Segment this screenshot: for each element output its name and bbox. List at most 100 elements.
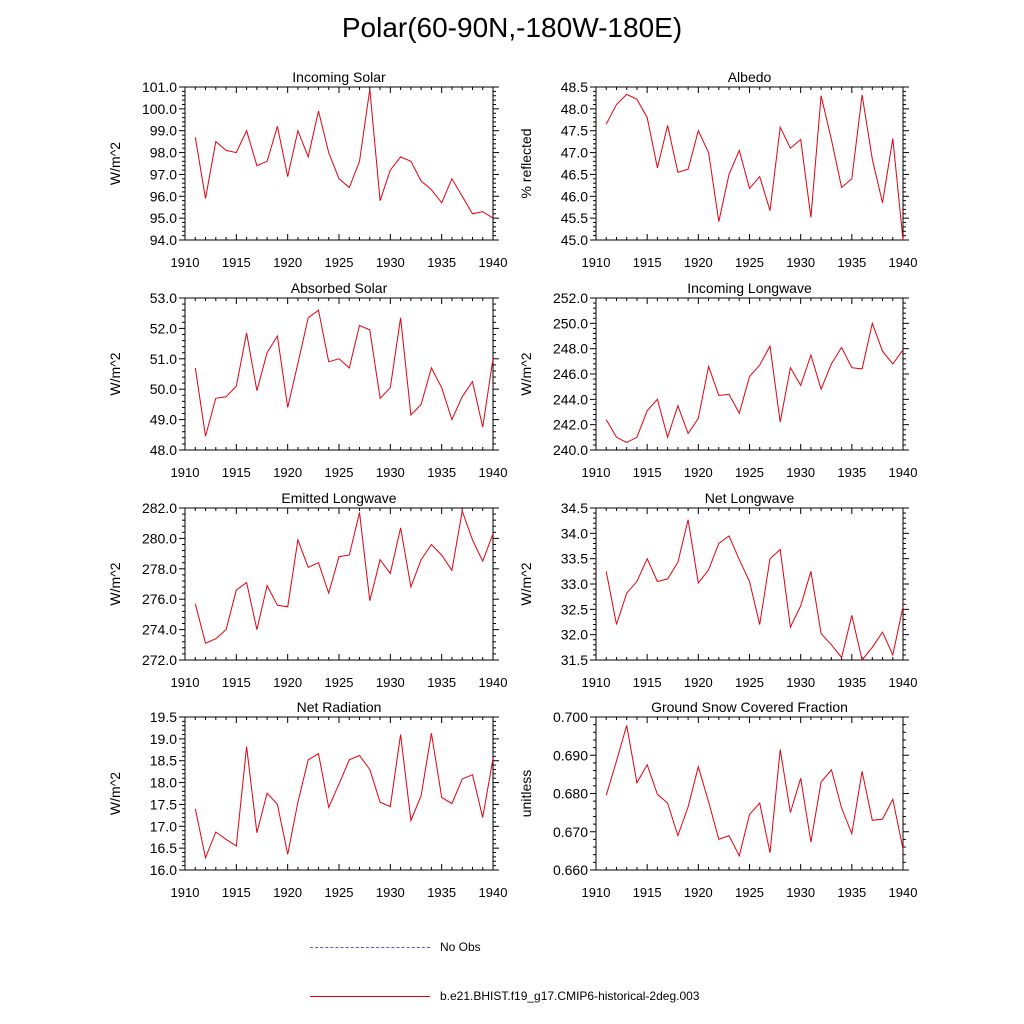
panel-title: Ground Snow Covered Fraction [651, 699, 848, 715]
x-tick-label: 1935 [427, 255, 456, 270]
legend-model: b.e21.BHIST.f19_g17.CMIP6-historical-2de… [310, 989, 699, 1003]
y-tick-label: 18.5 [150, 753, 177, 769]
x-tick-label: 1920 [273, 675, 302, 690]
y-tick-label: 31.5 [561, 652, 588, 668]
y-tick-label: 240.0 [553, 442, 588, 458]
y-axis-label: W/m^2 [107, 562, 123, 605]
panel-title: Emitted Longwave [281, 490, 396, 506]
y-tick-label: 45.0 [561, 232, 588, 248]
legend-model-label: b.e21.BHIST.f19_g17.CMIP6-historical-2de… [440, 989, 700, 1003]
plot-frame [184, 716, 494, 871]
y-tick-label: 278.0 [142, 561, 177, 577]
y-tick-label: 46.0 [561, 188, 588, 204]
legend-obs-swatch [310, 946, 430, 948]
x-tick-label: 1930 [376, 675, 405, 690]
x-tick-label: 1925 [735, 465, 764, 480]
x-tick-label: 1915 [633, 465, 662, 480]
y-tick-label: 99.0 [150, 123, 177, 139]
legend-model-swatch [310, 995, 430, 997]
y-tick-label: 0.680 [553, 786, 588, 802]
y-tick-label: 0.660 [553, 862, 588, 878]
y-tick-label: 33.0 [561, 576, 588, 592]
panel-title: Albedo [728, 69, 772, 85]
y-tick-label: 252.0 [553, 290, 588, 306]
panel-title: Net Longwave [705, 490, 795, 506]
x-tick-label: 1915 [222, 465, 251, 480]
x-tick-label: 1910 [171, 885, 200, 900]
y-tick-label: 45.5 [561, 210, 588, 226]
x-tick-label: 1915 [633, 255, 662, 270]
series-line [605, 321, 904, 443]
x-tick-label: 1910 [582, 675, 611, 690]
x-tick-label: 1925 [325, 885, 354, 900]
y-tick-label: 244.0 [553, 391, 588, 407]
x-tick-label: 1920 [684, 465, 713, 480]
x-tick-label: 1930 [376, 465, 405, 480]
x-tick-label: 1920 [684, 885, 713, 900]
y-tick-label: 95.0 [150, 210, 177, 226]
x-tick-label: 1920 [273, 885, 302, 900]
x-tick-label: 1940 [479, 255, 508, 270]
plot-frame [184, 86, 494, 241]
x-tick-label: 1930 [786, 885, 815, 900]
x-tick-label: 1935 [837, 255, 866, 270]
y-tick-label: 17.0 [150, 818, 177, 834]
plot-frame [595, 86, 904, 241]
x-tick-label: 1940 [889, 885, 918, 900]
y-tick-label: 16.5 [150, 840, 177, 856]
y-tick-label: 98.0 [150, 145, 177, 161]
x-tick-label: 1940 [889, 255, 918, 270]
y-tick-label: 34.5 [561, 500, 588, 516]
plot-frame [184, 297, 494, 451]
x-tick-label: 1930 [786, 465, 815, 480]
x-tick-label: 1915 [633, 675, 662, 690]
series-line [605, 93, 904, 241]
y-tick-label: 53.0 [150, 290, 177, 306]
plot-frame [595, 297, 904, 451]
x-tick-label: 1930 [376, 255, 405, 270]
y-tick-label: 33.5 [561, 551, 588, 567]
x-tick-label: 1910 [582, 885, 611, 900]
panel-title: Incoming Solar [292, 69, 386, 85]
x-tick-label: 1925 [325, 675, 354, 690]
x-tick-label: 1925 [735, 675, 764, 690]
y-tick-label: 97.0 [150, 166, 177, 182]
y-tick-label: 32.5 [561, 601, 588, 617]
y-tick-label: 274.0 [142, 622, 177, 638]
y-tick-label: 34.0 [561, 525, 588, 541]
y-axis-label: W/m^2 [518, 352, 534, 395]
x-tick-label: 1935 [837, 465, 866, 480]
series-line [605, 519, 904, 662]
y-tick-label: 0.690 [553, 747, 588, 763]
x-tick-label: 1940 [479, 465, 508, 480]
series-line [605, 725, 904, 858]
y-tick-label: 248.0 [553, 341, 588, 357]
x-tick-label: 1915 [222, 255, 251, 270]
x-tick-label: 1910 [171, 675, 200, 690]
x-tick-label: 1910 [171, 255, 200, 270]
panel-title: Incoming Longwave [687, 280, 812, 296]
plot-frame [595, 716, 904, 871]
x-tick-label: 1930 [786, 675, 815, 690]
x-tick-label: 1925 [325, 255, 354, 270]
y-tick-label: 0.670 [553, 824, 588, 840]
panel-title: Net Radiation [297, 699, 382, 715]
x-tick-label: 1935 [427, 885, 456, 900]
y-tick-label: 94.0 [150, 232, 177, 248]
x-tick-label: 1915 [222, 885, 251, 900]
x-tick-label: 1940 [889, 675, 918, 690]
series-line [194, 733, 494, 860]
x-tick-label: 1910 [582, 465, 611, 480]
x-tick-label: 1940 [479, 675, 508, 690]
y-axis-label: W/m^2 [107, 352, 123, 395]
y-tick-label: 19.0 [150, 731, 177, 747]
y-tick-label: 48.0 [150, 442, 177, 458]
y-tick-label: 250.0 [553, 315, 588, 331]
x-tick-label: 1935 [427, 465, 456, 480]
y-axis-label: W/m^2 [518, 562, 534, 605]
x-tick-label: 1935 [837, 885, 866, 900]
y-tick-label: 47.5 [561, 123, 588, 139]
y-axis-label: W/m^2 [107, 772, 123, 815]
x-tick-label: 1925 [325, 465, 354, 480]
